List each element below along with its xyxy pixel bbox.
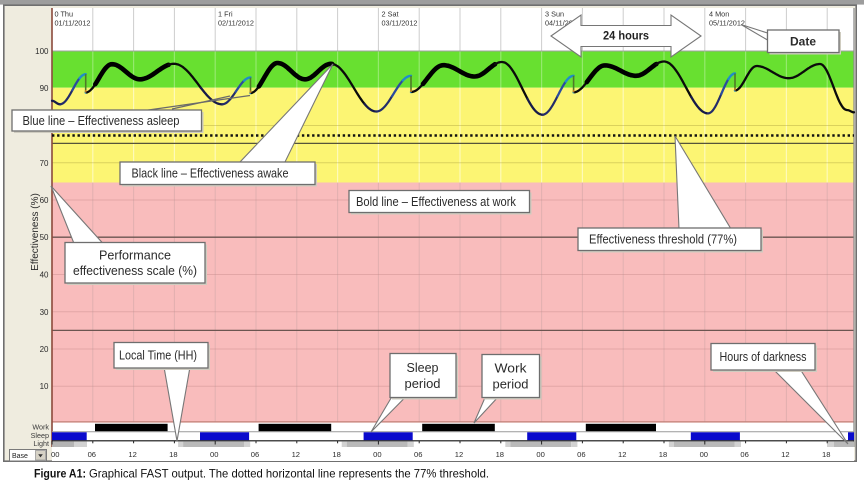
svg-text:18: 18 — [332, 450, 340, 459]
svg-text:Light: Light — [33, 439, 49, 448]
svg-text:period: period — [405, 377, 441, 391]
svg-text:90: 90 — [40, 84, 49, 93]
svg-text:40: 40 — [40, 271, 49, 280]
svg-text:Sleep: Sleep — [31, 431, 49, 440]
svg-text:70: 70 — [40, 159, 49, 168]
svg-text:Effectiveness (%): Effectiveness (%) — [30, 193, 41, 271]
svg-text:effectiveness scale (%): effectiveness scale (%) — [73, 264, 197, 278]
svg-text:Effectiveness threshold (77%): Effectiveness threshold (77%) — [589, 233, 737, 247]
svg-text:3 Sun: 3 Sun — [545, 10, 564, 19]
svg-text:50: 50 — [40, 233, 49, 242]
svg-text:03/11/2012: 03/11/2012 — [382, 19, 418, 28]
svg-text:Graphical FAST output. The dot: Graphical FAST output. The dotted horizo… — [89, 468, 489, 481]
svg-text:02/11/2012: 02/11/2012 — [218, 19, 254, 28]
svg-text:00: 00 — [536, 450, 544, 459]
svg-text:06: 06 — [740, 450, 748, 459]
svg-text:Performance: Performance — [99, 248, 171, 262]
svg-text:12: 12 — [618, 450, 626, 459]
svg-text:2 Sat: 2 Sat — [382, 10, 399, 19]
svg-text:18: 18 — [822, 450, 830, 459]
svg-text:04/11/2012: 04/11/2012 — [545, 19, 581, 28]
svg-text:06: 06 — [88, 450, 96, 459]
svg-text:12: 12 — [455, 450, 463, 459]
svg-text:Date: Date — [790, 34, 816, 48]
svg-text:10: 10 — [40, 382, 49, 391]
svg-text:18: 18 — [496, 450, 504, 459]
svg-text:Blue line – Effectiveness asle: Blue line – Effectiveness asleep — [23, 114, 180, 128]
svg-text:12: 12 — [781, 450, 789, 459]
svg-text:24 hours: 24 hours — [603, 29, 649, 43]
svg-text:18: 18 — [169, 450, 177, 459]
svg-text:Figure A1:: Figure A1: — [34, 468, 86, 481]
svg-text:Sleep: Sleep — [407, 361, 439, 375]
svg-text:01/11/2012: 01/11/2012 — [55, 19, 91, 28]
svg-text:06: 06 — [577, 450, 585, 459]
svg-text:100: 100 — [35, 47, 49, 56]
svg-text:00: 00 — [373, 450, 381, 459]
svg-text:Work: Work — [32, 422, 49, 431]
svg-text:30: 30 — [40, 308, 49, 317]
svg-text:Black line – Effectiveness awa: Black line – Effectiveness awake — [132, 167, 289, 181]
svg-text:Hours of darkness: Hours of darkness — [720, 350, 807, 364]
svg-text:12: 12 — [292, 450, 300, 459]
svg-text:Bold line – Effectiveness at w: Bold line – Effectiveness at work — [356, 195, 517, 209]
svg-text:20: 20 — [40, 345, 49, 354]
svg-text:00: 00 — [700, 450, 708, 459]
svg-text:00: 00 — [210, 450, 218, 459]
svg-text:00: 00 — [51, 450, 59, 459]
svg-text:1 Fri: 1 Fri — [218, 10, 233, 19]
svg-text:06: 06 — [414, 450, 422, 459]
svg-text:05/11/2012: 05/11/2012 — [709, 19, 745, 28]
svg-text:4 Mon: 4 Mon — [709, 10, 729, 19]
svg-text:Base: Base — [12, 453, 28, 460]
svg-text:Local Time (HH): Local Time (HH) — [119, 349, 197, 363]
svg-text:12: 12 — [128, 450, 136, 459]
svg-text:Work: Work — [495, 362, 528, 376]
svg-text:06: 06 — [251, 450, 259, 459]
svg-text:period: period — [493, 377, 529, 391]
svg-text:0 Thu: 0 Thu — [55, 10, 74, 19]
svg-text:60: 60 — [40, 196, 49, 205]
svg-text:18: 18 — [659, 450, 667, 459]
